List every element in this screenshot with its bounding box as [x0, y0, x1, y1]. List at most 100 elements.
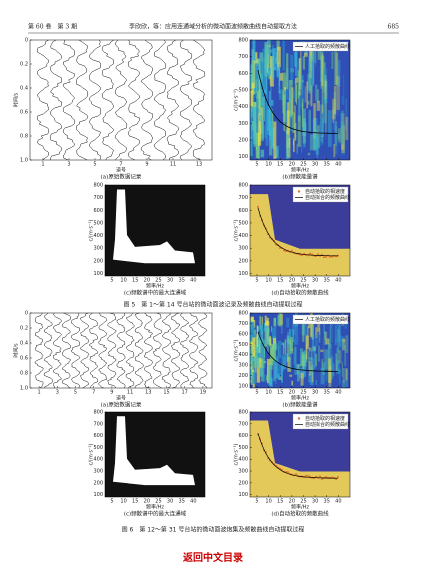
spectrum-cell	[260, 149, 265, 158]
x-tick-label: 9	[110, 390, 113, 396]
spectrum-cell	[285, 129, 290, 159]
y-tick-label: 100	[238, 154, 248, 160]
spectrum-cell	[309, 368, 314, 386]
spectrum-cell	[318, 331, 321, 343]
panel-caption: (a)原始数据记录	[101, 401, 142, 409]
y-tick-label: 500	[93, 220, 103, 226]
spectrum-cell	[335, 318, 339, 343]
spectrum-cell	[258, 121, 262, 146]
y-tick-label: 200	[93, 258, 103, 264]
spectrum-cell	[320, 48, 324, 82]
back-link[interactable]: 返回中文目录	[183, 551, 243, 564]
spectrum-cell	[328, 343, 331, 365]
spectrum-cell	[264, 323, 267, 347]
y-tick-label: 0.4	[20, 341, 28, 347]
seismic-trace	[62, 39, 76, 161]
spectrum-cell	[254, 63, 259, 92]
spectrum-cell	[345, 335, 349, 354]
spectrum-cell	[326, 78, 328, 103]
spectrum-cell	[268, 67, 271, 76]
x-tick-label: 30	[312, 499, 318, 505]
axes-frame	[249, 39, 351, 161]
spectrum-cell	[259, 364, 263, 377]
spectrum-cell	[289, 353, 292, 370]
spectrum-cell	[307, 326, 309, 347]
spectrum-cell	[338, 368, 341, 373]
seismic-trace	[114, 39, 128, 161]
spectrum-cell	[256, 98, 259, 133]
spectrum-cell	[308, 374, 311, 383]
x-tick-label: 5	[255, 499, 258, 505]
spectrum-cell	[337, 133, 340, 140]
spectrum-cell	[275, 379, 277, 385]
spectrum-cell	[341, 110, 344, 121]
seismic-trace	[162, 312, 171, 389]
x-tick-label: 40	[335, 162, 341, 168]
spectrum-cell	[320, 55, 325, 89]
spectrum-cell	[333, 85, 337, 114]
spectrum-cell	[321, 359, 324, 373]
panel-caption: (c)频散谱中的最大连通域	[124, 510, 187, 518]
spectrum-cell	[324, 80, 328, 99]
spectrum-cell	[298, 58, 301, 96]
picked-point	[315, 475, 317, 478]
spectrum-cell	[332, 109, 334, 123]
seismic-trace	[101, 39, 115, 161]
spectrum-cell	[303, 352, 307, 377]
spectrum-cell	[270, 56, 274, 87]
spectrum-cell	[264, 41, 268, 77]
picked-point	[295, 473, 297, 476]
spectrum-cell	[313, 117, 318, 151]
y-tick-label: 800	[238, 311, 248, 317]
spectrum-cell	[265, 321, 270, 326]
spectrum-cell	[260, 343, 265, 359]
y-tick-label: 700	[238, 321, 248, 327]
spectrum-cell	[331, 355, 334, 380]
spectrum-cell	[251, 49, 255, 83]
spectrum-cell	[345, 368, 348, 388]
spectrum-cell	[321, 135, 323, 143]
spectrum-cell	[263, 322, 268, 332]
spectrum-cell	[338, 349, 342, 364]
spectrum-cell	[328, 360, 331, 364]
y-axis-label: 时间/s	[13, 343, 20, 358]
y-tick-label: 0.4	[20, 86, 28, 92]
y-tick-label: 400	[238, 352, 248, 358]
spectrum-cell	[252, 337, 256, 357]
spectrum-cell	[294, 77, 299, 83]
seismic-trace	[198, 313, 208, 389]
legend-label: 自动拾取的相速度	[305, 188, 345, 195]
spectrum-cell	[253, 121, 257, 147]
spectrum-cell	[304, 86, 307, 103]
spectrum-cell	[298, 364, 301, 367]
x-tick-label: 40	[335, 390, 341, 396]
spectrum-cell	[266, 49, 270, 65]
seismic-trace	[43, 312, 53, 389]
x-tick-label: 35	[324, 162, 330, 168]
spectrum-cell	[331, 319, 333, 343]
x-tick-label: 25	[300, 499, 306, 505]
x-axis-label: 频率/Hz	[291, 167, 309, 174]
spectrum-cell	[303, 118, 306, 148]
y-axis-label: c/(m·s⁻¹)	[234, 89, 240, 111]
spectrum-cell	[309, 134, 314, 151]
y-tick-label: 600	[238, 71, 248, 77]
spectrum-cell	[259, 73, 263, 106]
spectrum-cell	[341, 95, 344, 105]
x-tick-label: 5	[74, 390, 77, 396]
spectrum-cell	[278, 64, 281, 94]
spectrum-cell	[281, 324, 283, 334]
spectrum-cell	[281, 354, 285, 372]
axes-frame	[249, 312, 351, 389]
spectrum-cell	[300, 80, 304, 83]
spectrum-cell	[315, 379, 317, 385]
spectrum-cell	[341, 362, 343, 377]
spectrum-cell	[287, 336, 290, 344]
x-tick-label: 35	[324, 390, 330, 396]
spectrum-cell	[341, 336, 345, 350]
seismic-trace	[127, 39, 141, 161]
picked-point	[307, 475, 309, 478]
spectrum-cell	[316, 89, 319, 103]
spectrum-cell	[272, 328, 276, 340]
